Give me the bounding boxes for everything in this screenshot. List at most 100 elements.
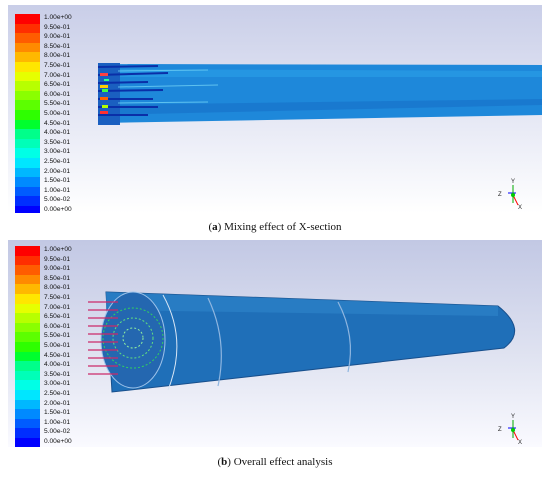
legend-entry: 8.50e-01 [15,274,101,285]
caption-a-letter: a [212,221,218,233]
legend-label: 1.50e-01 [44,409,71,417]
legend-entry: 4.00e-01 [15,129,101,139]
legend-swatch [15,399,40,410]
legend-entry: 3.00e-01 [15,380,101,390]
x-section-contour-graphic: Z Y X [97,63,542,211]
legend-swatch [15,52,40,62]
legend-swatch [15,332,40,342]
legend-entry: 6.00e-01 [15,322,101,333]
legend-label: 3.50e-01 [44,370,71,378]
legend-swatch [15,14,40,24]
baffle-plates [162,294,352,391]
legend-entry: 1.50e-01 [15,409,101,419]
legend-entry: 5.00e-02 [15,428,101,438]
legend-label: 5.00e-02 [44,196,71,204]
legend-swatch [15,81,40,91]
legend-swatch [15,380,40,390]
legend-label: 4.50e-01 [44,351,71,359]
legend-swatch [15,284,40,294]
legend-label: 2.00e-01 [44,399,71,407]
caption-b: (b) Overall effect analysis [217,456,333,468]
legend-label: 2.50e-01 [44,157,71,165]
legend-entry: 1.00e+00 [15,14,101,24]
legend-label: 4.50e-01 [44,119,71,127]
axis-y-label: Y [511,179,515,185]
legend-entry: 7.50e-01 [15,61,101,72]
legend-swatch [15,293,40,304]
legend-swatch [15,100,40,110]
legend-label: 2.00e-01 [44,167,71,175]
legend-label: 8.50e-01 [44,42,71,50]
legend-swatch [15,23,40,34]
legend-label: 6.50e-01 [44,81,71,89]
legend-entry: 4.50e-01 [15,351,101,362]
legend-label: 4.00e-01 [44,129,71,137]
color-legend: 1.00e+00 9.50e-01 9.00e-01 8.50e-01 8.00e-01… [15,14,101,213]
legend-swatch [15,437,40,447]
legend-label: 3.50e-01 [44,138,71,146]
legend-entry: 2.00e-01 [15,399,101,410]
mixer-tube [105,291,515,393]
legend-entry: 9.00e-01 [15,33,101,43]
legend-swatch [15,313,40,323]
legend-entry: 5.50e-01 [15,332,101,342]
legend-entry: 3.50e-01 [15,138,101,149]
legend-label: 9.00e-01 [44,265,71,273]
axis-z-label: Z [498,427,502,433]
high-concentration-spots [100,73,109,114]
legend-entry: 6.50e-01 [15,81,101,91]
legend-entry: 6.50e-01 [15,313,101,323]
axis-x-label: X [518,205,522,211]
nozzle-region [98,63,120,125]
legend-swatch [15,42,40,53]
legend-label: 1.50e-01 [44,177,71,185]
legend-label: 7.50e-01 [44,61,71,69]
axis-triad: Z Y X [498,414,522,446]
axis-triad: Z Y X [498,179,522,211]
contour-plot-overall: 1.00e+00 9.50e-01 9.00e-01 8.50e-01 8.00e-01… [8,240,542,447]
inlet-pattern [102,307,164,369]
legend-swatch [15,303,40,314]
legend-swatch [15,274,40,285]
inlet-jets [88,301,118,375]
legend-swatch [15,255,40,266]
legend-swatch [15,205,40,213]
legend-entry: 2.50e-01 [15,389,101,400]
legend-label: 8.00e-01 [44,52,71,60]
legend-entry: 7.00e-01 [15,303,101,314]
legend-swatch [15,177,40,187]
axis-y-label: Y [511,414,515,420]
legend-entry: 5.50e-01 [15,100,101,110]
legend-entry: 9.50e-01 [15,255,101,266]
contour-plot-x-section: 1.00e+00 9.50e-01 9.00e-01 8.50e-01 8.00e-01… [8,5,542,213]
legend-label: 1.00e+00 [44,246,72,253]
legend-label: 3.00e-01 [44,380,71,388]
legend-label: 6.00e-01 [44,322,71,330]
axis-x-label: X [518,440,522,446]
legend-label: 3.00e-01 [44,148,71,156]
legend-swatch [15,33,40,43]
legend-label: 6.50e-01 [44,313,71,321]
legend-swatch [15,157,40,168]
legend-entry: 3.00e-01 [15,148,101,158]
legend-label: 5.00e-01 [44,109,71,117]
legend-label: 2.50e-01 [44,389,71,397]
legend-swatch [15,90,40,101]
legend-entry: 1.00e-01 [15,186,101,197]
caption-a: (a) Mixing effect of X-section [208,221,342,233]
legend-swatch [15,409,40,419]
legend-label: 7.00e-01 [44,71,71,79]
legend-label: 5.00e-02 [44,428,71,436]
legend-entry: 2.50e-01 [15,157,101,168]
caption-a-text: Mixing effect of X-section [221,221,342,233]
legend-label: 5.00e-01 [44,341,71,349]
legend-entry: 5.00e-01 [15,341,101,352]
legend-label: 1.00e+00 [44,14,72,21]
legend-swatch [15,428,40,438]
legend-label: 1.00e-01 [44,186,71,194]
legend-label: 8.50e-01 [44,274,71,282]
legend-entry: 3.50e-01 [15,370,101,381]
legend-entry: 9.50e-01 [15,23,101,34]
legend-swatch [15,148,40,158]
legend-swatch [15,167,40,178]
